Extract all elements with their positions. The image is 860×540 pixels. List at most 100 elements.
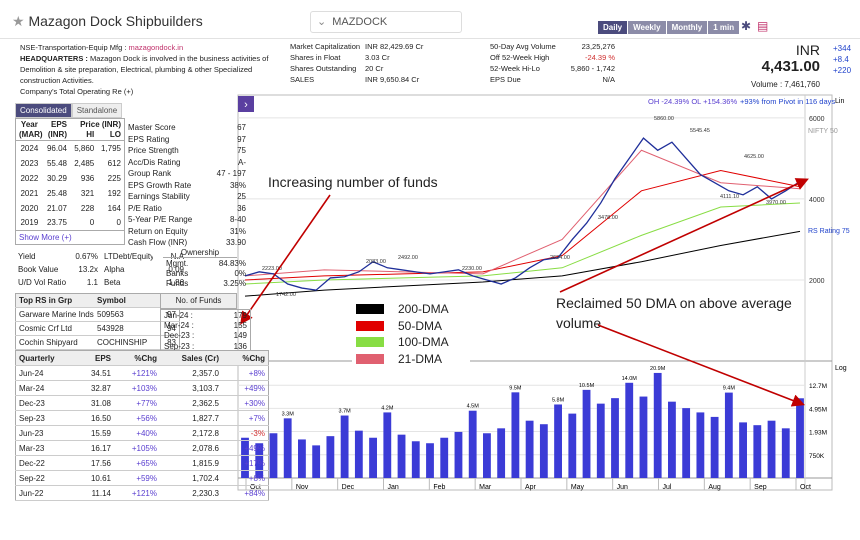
period-button[interactable]: Daily	[598, 21, 628, 34]
moving-average	[244, 170, 801, 281]
print-icon[interactable]: ▤	[757, 19, 769, 33]
volume-label: 10.5M	[579, 383, 595, 389]
cell: 75	[237, 146, 246, 156]
cell: Dec-23 :	[164, 331, 195, 341]
cell: 2020	[20, 203, 39, 213]
cell: (INR)	[47, 130, 67, 140]
cell: Top RS in Grp	[19, 296, 73, 305]
cell: 16.17	[90, 443, 111, 453]
arrow	[597, 324, 805, 407]
volume-bar	[568, 413, 577, 478]
cell: 179	[233, 310, 247, 320]
changes: +344 +8.4 +220	[833, 43, 851, 76]
cell: +8%	[248, 473, 265, 483]
cell: +77%	[136, 398, 157, 408]
cell: EPS Growth Rate	[128, 180, 192, 190]
expand-button[interactable]	[238, 96, 254, 112]
cell: LO	[109, 130, 121, 140]
volume-bar	[511, 392, 520, 478]
row: Banks 0%	[163, 268, 249, 278]
title-bar: ★ Mazagon Dock Shipbuilders	[12, 13, 203, 30]
row: Top RS in GrpSymbolRS	[15, 293, 180, 308]
website[interactable]: mazagondock.in	[128, 43, 184, 52]
stat-row: Market Capitalization INR 82,429.69 Cr	[290, 42, 475, 53]
cell: Mar-24	[19, 383, 45, 393]
stat-value: N/A	[602, 75, 615, 84]
cell: EPS	[50, 119, 67, 129]
cell: +56%	[136, 413, 157, 423]
row: 2021 25.48 321 192	[16, 186, 125, 201]
month-label: Apr	[525, 484, 537, 491]
table: Yield 0.67% LTDebt/Equity N.A Book Value 13.2…	[15, 250, 187, 289]
row: Dec-23 31.08 +77% 2,362.5 +30%	[15, 396, 269, 411]
stats-secondary: 50-Day Avg Volume 23,25,276 Off 52-Week Hi…	[490, 42, 615, 86]
period-button[interactable]: Monthly	[666, 21, 708, 34]
price-label: 3970.00	[766, 200, 786, 206]
cell: 17.56	[90, 458, 111, 468]
cell: 5-Year P/E Range	[128, 215, 193, 225]
cell: Mar-23	[19, 443, 45, 453]
period-button[interactable]: Weekly	[628, 21, 666, 34]
cell: 2,172.8	[192, 428, 219, 438]
stats-text: OH -24.39% OL +154.36%	[648, 97, 737, 106]
volume-tick-label: 750K	[809, 453, 825, 460]
price-label: 5860.00	[654, 116, 674, 122]
cell: +103%	[131, 383, 157, 393]
legend-entry: 50-DMA	[352, 318, 470, 335]
period-button[interactable]: 1 min	[708, 21, 740, 34]
stat-label: 52-Week Hi-Lo	[490, 64, 540, 73]
volume-bar	[596, 403, 605, 478]
cell: 1.86	[168, 278, 184, 287]
table: Top RS in GrpSymbolRSGarware Marine Inds…	[15, 293, 180, 350]
legend-label: 50-DMA	[398, 318, 443, 333]
cell: Sales (Cr)	[181, 353, 219, 363]
month-label: Jan	[388, 484, 399, 491]
cell: N.A	[170, 252, 184, 261]
row: Group Rank 47 - 197	[125, 168, 249, 180]
stats-primary: Market Capitalization INR 82,429.69 Cr Sha…	[290, 42, 475, 86]
cell: Earnings Stability	[128, 192, 190, 202]
volume-bar	[468, 410, 477, 478]
row: Sep-23 16.50 +56% 1,827.7 +7%	[15, 411, 269, 426]
settings-icon[interactable]: ✱	[741, 19, 752, 33]
cell: A-	[238, 157, 246, 167]
row: Garware Marine Inds. 509563 97	[15, 308, 180, 322]
cell: COCHINSHIP	[97, 338, 148, 347]
cell: 2019	[20, 218, 39, 228]
cell: Symbol	[97, 296, 126, 305]
row: Cochin Shipyard COCHINSHIP 83	[15, 336, 180, 350]
volume-label: 14.0M	[622, 376, 638, 382]
cell: 164	[107, 203, 121, 213]
cell: Return on Equity	[128, 226, 188, 236]
more-link[interactable]: Company's Total Operating Re (+)	[20, 87, 134, 96]
cell: 2,357.0	[192, 368, 219, 378]
volume-bar	[739, 422, 747, 478]
volume-bar	[539, 424, 548, 478]
ownership-title: Ownership	[163, 248, 237, 258]
cell: 36	[237, 203, 246, 213]
tab[interactable]: Standalone	[71, 103, 123, 118]
row: Jun-22 11.14 +121% 2,230.3 +84%	[15, 486, 269, 501]
tab[interactable]: Consolidated	[15, 103, 72, 118]
star-icon[interactable]: ★	[12, 13, 25, 29]
cell: 21.07	[46, 203, 67, 213]
row: Master Score 67	[125, 122, 249, 134]
volume-bar	[696, 412, 705, 478]
legend-swatch	[356, 337, 384, 348]
cell: +105%	[131, 443, 157, 453]
stat-row: Shares in Float 3.03 Cr	[290, 53, 475, 64]
row: Funds 3.25%	[163, 278, 249, 288]
stat-label: Off 52-Week High	[490, 53, 550, 62]
show-more[interactable]: Show More (+)	[15, 231, 125, 245]
cell: Year	[20, 119, 38, 129]
legend-label: 21-DMA	[398, 351, 443, 366]
volume-label: 4.5M	[467, 404, 480, 410]
cell: 47 - 197	[216, 169, 246, 179]
stat-label: 50-Day Avg Volume	[490, 42, 556, 51]
row: 2019 23.75 0 0	[16, 216, 125, 231]
row: Mar-23 16.17 +105% 2,078.6 +49%	[15, 441, 269, 456]
price-label: 5545.45	[690, 128, 710, 134]
row: Cash Flow (INR) 33.90	[125, 237, 249, 249]
cell: +30%	[244, 398, 265, 408]
search-box[interactable]: ⌄ MAZDOCK	[310, 11, 462, 33]
